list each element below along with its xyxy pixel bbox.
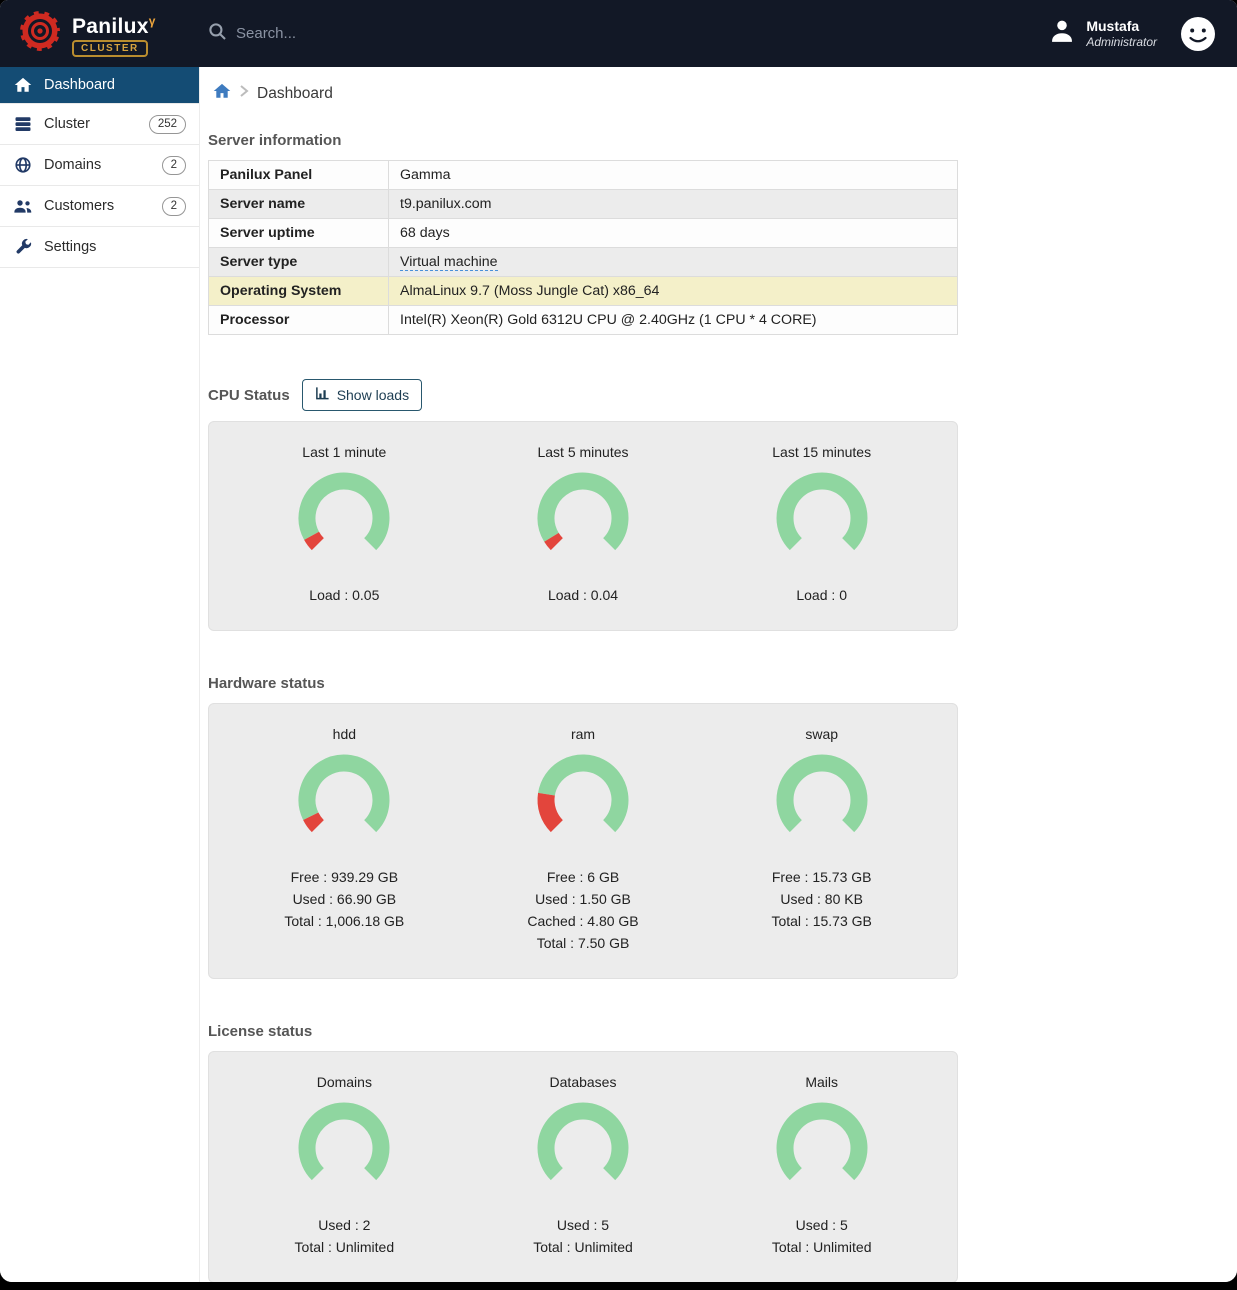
- count-badge: 2: [161, 155, 186, 175]
- wrench-icon: [13, 237, 33, 257]
- domains-gauge: Domains Used2 TotalUnlimited: [225, 1074, 464, 1258]
- cpu-status-panel: Last 1 minute Load0.05 Last 5 minutes Lo…: [208, 421, 958, 631]
- gauge-chart: [535, 1100, 631, 1196]
- brand-sup: γ: [148, 14, 156, 28]
- sidebar-item-dashboard[interactable]: Dashboard: [0, 67, 199, 104]
- cpu-gauge-15min: Last 15 minutes Load0: [702, 444, 941, 606]
- sidebar-item-label: Settings: [44, 239, 97, 255]
- section-title-license-status: License status: [208, 1023, 313, 1040]
- cluster-icon: [13, 114, 33, 134]
- ram-gauge: ram Free6 GB Used1.50 GB Cached4.80 GB T…: [464, 726, 703, 954]
- databases-gauge: Databases Used5 TotalUnlimited: [464, 1074, 703, 1258]
- sidebar-item-customers[interactable]: Customers 2: [0, 186, 199, 227]
- search-icon: [208, 22, 227, 46]
- table-row-highlighted: Operating System AlmaLinux 9.7 (Moss Jun…: [208, 276, 958, 306]
- user-name: Mustafa: [1086, 18, 1140, 34]
- table-row: Panilux Panel Gamma: [208, 160, 958, 190]
- sidebar-item-domains[interactable]: Domains 2: [0, 145, 199, 186]
- top-header: Paniluxγ CLUSTER Mustafa Administrat: [0, 0, 1237, 67]
- user-icon: [1048, 17, 1076, 50]
- sidebar-item-label: Dashboard: [44, 77, 115, 93]
- home-icon: [13, 75, 33, 95]
- gauge-chart: [296, 1100, 392, 1196]
- hardware-status-panel: hdd Free939.29 GB Used66.90 GB Total1,00…: [208, 703, 958, 979]
- server-info-table: Panilux Panel Gamma Server name t9.panil…: [208, 160, 958, 335]
- sidebar-item-label: Domains: [44, 157, 102, 173]
- row-label: Processor: [208, 305, 389, 335]
- table-row: Server uptime 68 days: [208, 218, 958, 248]
- row-value: Gamma: [388, 160, 958, 190]
- cpu-gauge-1min: Last 1 minute Load0.05: [225, 444, 464, 606]
- table-row: Server name t9.panilux.com: [208, 189, 958, 219]
- brand-logo[interactable]: Paniluxγ CLUSTER: [18, 9, 194, 58]
- row-label: Panilux Panel: [208, 160, 389, 190]
- breadcrumb-current: Dashboard: [257, 84, 333, 102]
- show-loads-button[interactable]: Show loads: [301, 379, 423, 411]
- table-row: Server type Virtual machine: [208, 247, 958, 277]
- sidebar-item-cluster[interactable]: Cluster 252: [0, 104, 199, 145]
- sidebar: Dashboard Cluster 252 Domains 2: [0, 67, 200, 1282]
- section-title-cpu-status: CPU Status: [208, 386, 290, 404]
- row-label: Server uptime: [208, 218, 389, 248]
- row-value: AlmaLinux 9.7 (Moss Jungle Cat) x86_64: [388, 276, 958, 306]
- user-menu[interactable]: Mustafa Administrator: [1048, 17, 1157, 50]
- count-badge: 252: [148, 114, 186, 134]
- row-value: Virtual machine: [388, 247, 958, 277]
- cpu-gauge-5min: Last 5 minutes Load0.04: [464, 444, 703, 606]
- count-badge: 2: [161, 196, 186, 216]
- user-role: Administrator: [1086, 35, 1157, 49]
- panilux-gear-icon: [18, 9, 62, 58]
- chevron-right-icon: [239, 84, 249, 103]
- gauge-chart: [774, 1100, 870, 1196]
- row-value: Intel(R) Xeon(R) Gold 6312U CPU @ 2.40GH…: [388, 305, 958, 335]
- row-label: Operating System: [208, 276, 389, 306]
- search-input[interactable]: [236, 25, 556, 42]
- section-title-hardware-status: Hardware status: [208, 675, 325, 692]
- gauge-chart: [535, 752, 631, 848]
- people-icon: [13, 196, 33, 216]
- hdd-gauge: hdd Free939.29 GB Used66.90 GB Total1,00…: [225, 726, 464, 954]
- breadcrumb-home-icon[interactable]: [213, 82, 231, 105]
- brand-name: Paniluxγ: [72, 14, 156, 38]
- server-type-tooltip-term[interactable]: Virtual machine: [400, 254, 498, 271]
- gauge-chart: [774, 470, 870, 566]
- table-row: Processor Intel(R) Xeon(R) Gold 6312U CP…: [208, 305, 958, 335]
- chart-icon: [315, 386, 330, 404]
- gauge-chart: [296, 470, 392, 566]
- cluster-badge: CLUSTER: [72, 40, 148, 57]
- row-value: 68 days: [388, 218, 958, 248]
- globe-icon: [13, 155, 33, 175]
- swap-gauge: swap Free15.73 GB Used80 KB Total15.73 G…: [702, 726, 941, 954]
- breadcrumb: Dashboard: [200, 67, 1237, 118]
- mails-gauge: Mails Used5 TotalUnlimited: [702, 1074, 941, 1258]
- row-value: t9.panilux.com: [388, 189, 958, 219]
- avatar-smiley-icon[interactable]: [1179, 15, 1217, 53]
- gauge-chart: [296, 752, 392, 848]
- gauge-chart: [774, 752, 870, 848]
- sidebar-item-label: Customers: [44, 198, 115, 214]
- gauge-chart: [535, 470, 631, 566]
- sidebar-item-settings[interactable]: Settings: [0, 227, 199, 268]
- search: [208, 22, 1048, 46]
- row-label: Server name: [208, 189, 389, 219]
- section-title-server-information: Server information: [208, 132, 342, 149]
- row-label: Server type: [208, 247, 389, 277]
- sidebar-item-label: Cluster: [44, 116, 90, 132]
- license-status-panel: Domains Used2 TotalUnlimited Databases U…: [208, 1051, 958, 1282]
- main-content: Dashboard Server information Panilux Pan…: [200, 67, 1237, 1282]
